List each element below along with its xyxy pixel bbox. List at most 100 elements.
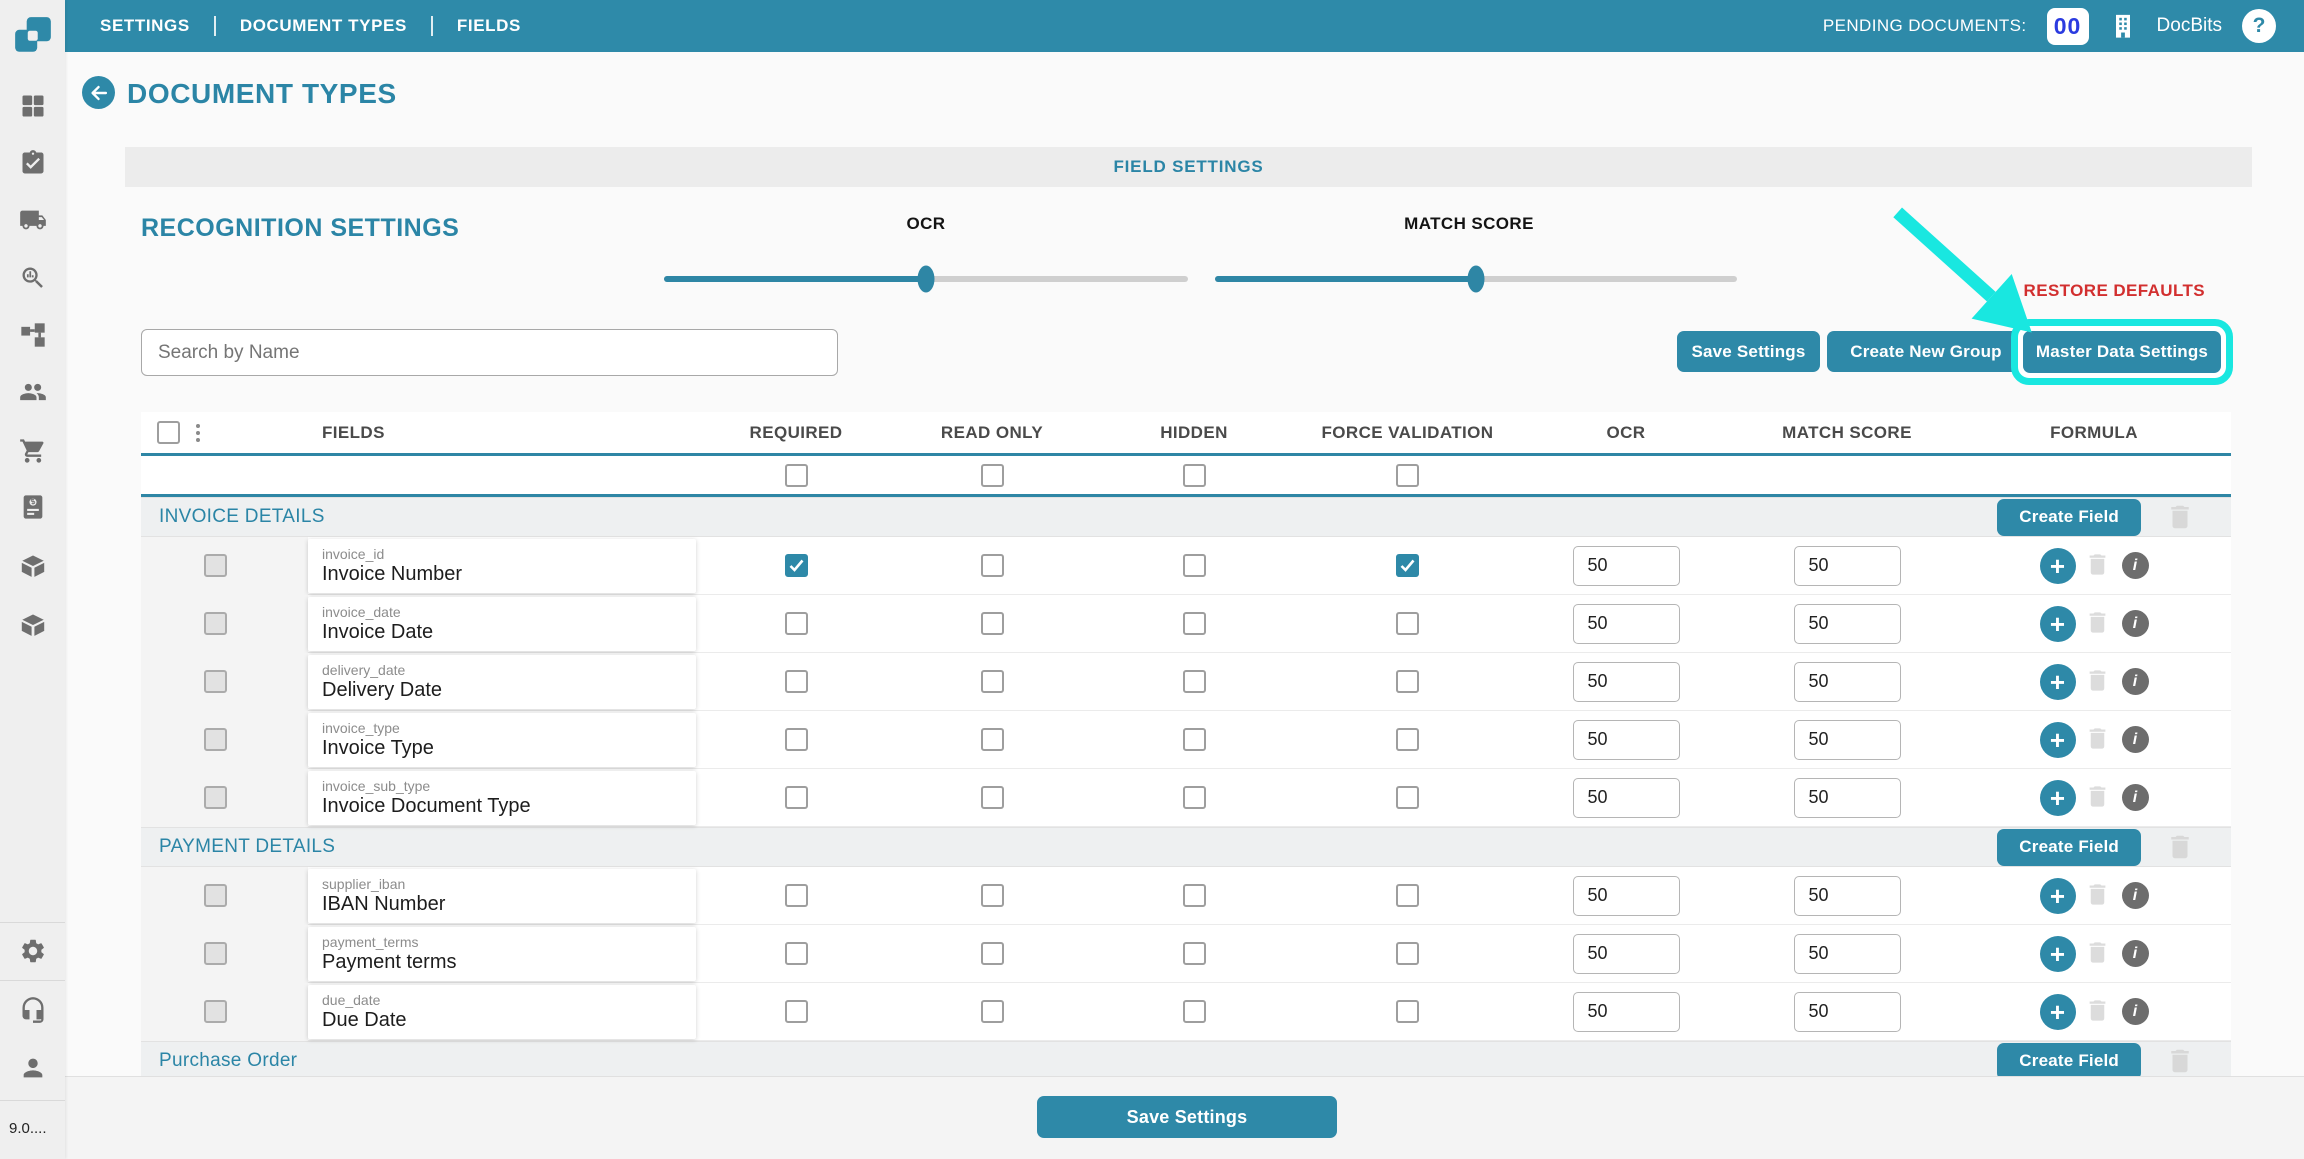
delete-group-trash-icon[interactable] <box>2165 832 2195 862</box>
shipping-truck-icon[interactable] <box>19 206 47 234</box>
match-score-slider-thumb[interactable] <box>1467 265 1485 293</box>
match-score-value-input[interactable] <box>1793 603 1901 644</box>
force-validation-checkbox[interactable] <box>1396 884 1419 907</box>
hidden-checkbox[interactable] <box>1182 786 1206 809</box>
row-select-checkbox[interactable] <box>204 786 227 809</box>
delete-group-trash-icon[interactable] <box>2165 1046 2195 1076</box>
delete-field-trash-icon[interactable] <box>2084 783 2114 813</box>
row-select-checkbox[interactable] <box>204 942 227 965</box>
create-field-button[interactable]: Create Field <box>1997 828 2141 866</box>
create-field-button[interactable]: Create Field <box>1997 1042 2141 1080</box>
required-checkbox[interactable] <box>784 942 808 965</box>
select-all-required-checkbox[interactable] <box>784 463 808 487</box>
delete-field-trash-icon[interactable] <box>2084 725 2114 755</box>
row-select-checkbox[interactable] <box>204 1000 227 1023</box>
match-score-slider[interactable] <box>1215 265 1737 293</box>
settings-gear-icon[interactable] <box>19 937 47 965</box>
profile-icon[interactable] <box>19 1054 47 1082</box>
read-only-checkbox[interactable] <box>980 1000 1004 1023</box>
force-validation-checkbox[interactable] <box>1396 1000 1419 1023</box>
app-logo-icon[interactable] <box>0 0 65 70</box>
create-field-button[interactable]: Create Field <box>1997 498 2141 536</box>
ocr-slider[interactable] <box>664 265 1188 293</box>
ocr-value-input[interactable] <box>1572 875 1680 916</box>
add-formula-button[interactable]: + <box>2039 547 2076 584</box>
row-select-checkbox[interactable] <box>204 612 227 635</box>
nav-settings[interactable]: SETTINGS <box>100 16 190 35</box>
delete-field-trash-icon[interactable] <box>2084 609 2114 639</box>
add-formula-button[interactable]: + <box>2039 605 2076 642</box>
workflow-icon[interactable] <box>19 321 47 349</box>
delete-field-trash-icon[interactable] <box>2084 551 2114 581</box>
required-checkbox[interactable] <box>784 670 808 693</box>
info-icon[interactable]: i <box>2121 726 2149 753</box>
ocr-value-input[interactable] <box>1572 661 1680 702</box>
help-icon[interactable]: ? <box>2242 9 2276 43</box>
force-validation-checkbox[interactable] <box>1396 554 1419 577</box>
info-icon[interactable]: i <box>2121 668 2149 695</box>
row-select-checkbox[interactable] <box>204 554 227 577</box>
kebab-menu-icon[interactable] <box>192 420 204 446</box>
force-validation-checkbox[interactable] <box>1396 942 1419 965</box>
read-only-checkbox[interactable] <box>980 728 1004 751</box>
ocr-value-input[interactable] <box>1572 933 1680 974</box>
add-formula-button[interactable]: + <box>2039 779 2076 816</box>
match-score-value-input[interactable] <box>1793 933 1901 974</box>
select-all-hidden-checkbox[interactable] <box>1182 463 1206 487</box>
row-select-checkbox[interactable] <box>204 884 227 907</box>
delete-group-trash-icon[interactable] <box>2165 502 2195 532</box>
info-icon[interactable]: i <box>2121 552 2149 579</box>
ocr-value-input[interactable] <box>1572 991 1680 1032</box>
delete-field-trash-icon[interactable] <box>2084 667 2114 697</box>
required-checkbox[interactable] <box>784 612 808 635</box>
force-validation-checkbox[interactable] <box>1396 786 1419 809</box>
add-formula-button[interactable]: + <box>2039 935 2076 972</box>
field-name-cell[interactable]: invoice_sub_type Invoice Document Type <box>308 770 696 825</box>
hidden-checkbox[interactable] <box>1182 612 1206 635</box>
back-button[interactable] <box>82 76 115 109</box>
add-formula-button[interactable]: + <box>2039 877 2076 914</box>
ocr-slider-thumb[interactable] <box>917 265 935 293</box>
ocr-value-input[interactable] <box>1572 719 1680 760</box>
hidden-checkbox[interactable] <box>1182 554 1206 577</box>
search-input[interactable] <box>141 329 838 376</box>
read-only-checkbox[interactable] <box>980 786 1004 809</box>
required-checkbox[interactable] <box>784 786 808 809</box>
cart-icon[interactable] <box>19 437 47 465</box>
info-icon[interactable]: i <box>2121 784 2149 811</box>
force-validation-checkbox[interactable] <box>1396 612 1419 635</box>
info-icon[interactable]: i <box>2121 998 2149 1025</box>
save-settings-button-bottom[interactable]: Save Settings <box>1037 1096 1337 1138</box>
read-only-checkbox[interactable] <box>980 612 1004 635</box>
field-name-cell[interactable]: due_date Due Date <box>308 984 696 1039</box>
analytics-search-icon[interactable] <box>19 264 47 292</box>
match-score-value-input[interactable] <box>1793 545 1901 586</box>
add-formula-button[interactable]: + <box>2039 721 2076 758</box>
match-score-value-input[interactable] <box>1793 777 1901 818</box>
add-formula-button[interactable]: + <box>2039 993 2076 1030</box>
package-alt-icon[interactable] <box>19 611 47 639</box>
select-all-read-only-checkbox[interactable] <box>980 463 1004 487</box>
nav-fields[interactable]: FIELDS <box>430 16 545 36</box>
users-icon[interactable] <box>19 378 47 406</box>
delete-field-trash-icon[interactable] <box>2084 997 2114 1027</box>
add-formula-button[interactable]: + <box>2039 663 2076 700</box>
select-all-checkbox[interactable] <box>157 421 180 444</box>
save-settings-button-top[interactable]: Save Settings <box>1677 331 1820 372</box>
field-name-cell[interactable]: delivery_date Delivery Date <box>308 654 696 709</box>
field-name-cell[interactable]: invoice_date Invoice Date <box>308 596 696 651</box>
ocr-value-input[interactable] <box>1572 545 1680 586</box>
force-validation-checkbox[interactable] <box>1396 728 1419 751</box>
info-icon[interactable]: i <box>2121 610 2149 637</box>
hidden-checkbox[interactable] <box>1182 942 1206 965</box>
row-select-checkbox[interactable] <box>204 728 227 751</box>
delete-field-trash-icon[interactable] <box>2084 939 2114 969</box>
select-all-force-validation-checkbox[interactable] <box>1396 463 1419 487</box>
ocr-value-input[interactable] <box>1572 777 1680 818</box>
force-validation-checkbox[interactable] <box>1396 670 1419 693</box>
nav-document-types[interactable]: DOCUMENT TYPES <box>213 16 431 36</box>
dashboard-icon[interactable] <box>19 92 47 120</box>
match-score-value-input[interactable] <box>1793 875 1901 916</box>
hidden-checkbox[interactable] <box>1182 728 1206 751</box>
read-only-checkbox[interactable] <box>980 670 1004 693</box>
